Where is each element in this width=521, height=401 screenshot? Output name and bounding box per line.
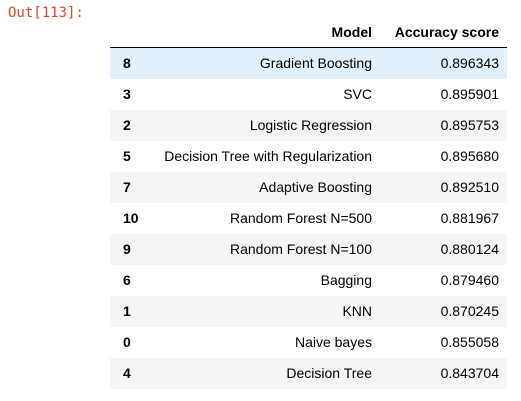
table-row: 5 Decision Tree with Regularization 0.8956… (110, 141, 507, 172)
output-prompt: Out[113]: (8, 5, 84, 21)
table-row: 10 Random Forest N=500 0.881967 (110, 203, 507, 234)
table-row: 1 KNN 0.870245 (110, 295, 507, 327)
cell-accuracy: 0.855058 (440, 334, 499, 350)
cell-model: Naive bayes (294, 334, 372, 350)
row-index: 9 (123, 241, 131, 257)
row-index: 4 (123, 365, 131, 381)
cell-accuracy: 0.895680 (440, 148, 499, 164)
cell-accuracy: 0.895901 (440, 86, 499, 102)
table-row: 7 Adaptive Boosting 0.892510 (110, 171, 507, 203)
cell-model: Adaptive Boosting (259, 179, 372, 195)
row-index: 2 (123, 117, 131, 133)
row-index: 6 (123, 272, 131, 288)
cell-accuracy: 0.895753 (440, 117, 499, 133)
row-index: 7 (123, 179, 131, 195)
results-table: Model Accuracy score 8 Gradient Boosting 0… (110, 16, 507, 389)
dataframe-output: Model Accuracy score 8 Gradient Boosting 0… (110, 16, 507, 389)
cell-model: Gradient Boosting (259, 55, 372, 72)
row-index: 10 (123, 210, 139, 226)
cell-accuracy: 0.881967 (440, 210, 499, 226)
table-header-row: Model Accuracy score (110, 16, 507, 48)
table-row: 2 Logistic Regression 0.895753 (110, 109, 507, 141)
table-row: 6 Bagging 0.879460 (110, 265, 507, 296)
cell-accuracy: 0.892510 (440, 179, 499, 195)
table-row: 9 Random Forest N=100 0.880124 (110, 233, 507, 265)
cell-model: Bagging (320, 272, 372, 288)
cell-model: Random Forest N=500 (229, 210, 372, 226)
cell-accuracy: 0.880124 (440, 241, 499, 257)
cell-model: Logistic Regression (249, 117, 372, 133)
table-row: 0 Naive bayes 0.855058 (110, 327, 507, 358)
row-index: 0 (123, 334, 131, 350)
column-header-model: Model (144, 16, 377, 48)
index-header (110, 16, 144, 48)
row-index: 3 (123, 86, 131, 102)
table-row: 3 SVC 0.895901 (110, 79, 507, 110)
cell-model: Decision Tree with Regularization (164, 148, 372, 164)
table-row: 4 Decision Tree 0.843704 (110, 357, 507, 389)
cell-accuracy: 0.843704 (440, 365, 499, 381)
row-index: 5 (123, 148, 131, 164)
row-index: 8 (123, 55, 131, 72)
cell-model: SVC (343, 86, 372, 102)
row-index: 1 (123, 303, 131, 319)
cell-model: Decision Tree (286, 365, 372, 381)
cell-model: KNN (342, 303, 372, 319)
cell-accuracy: 0.896343 (440, 55, 499, 72)
cell-accuracy: 0.870245 (440, 303, 499, 319)
table-row: 8 Gradient Boosting 0.896343 (110, 47, 507, 79)
table-body: 8 Gradient Boosting 0.896343 3 SVC 0.895901 2 L… (110, 47, 507, 389)
cell-accuracy: 0.879460 (440, 272, 499, 288)
cell-model: Random Forest N=100 (229, 241, 372, 257)
column-header-accuracy: Accuracy score (377, 16, 507, 48)
